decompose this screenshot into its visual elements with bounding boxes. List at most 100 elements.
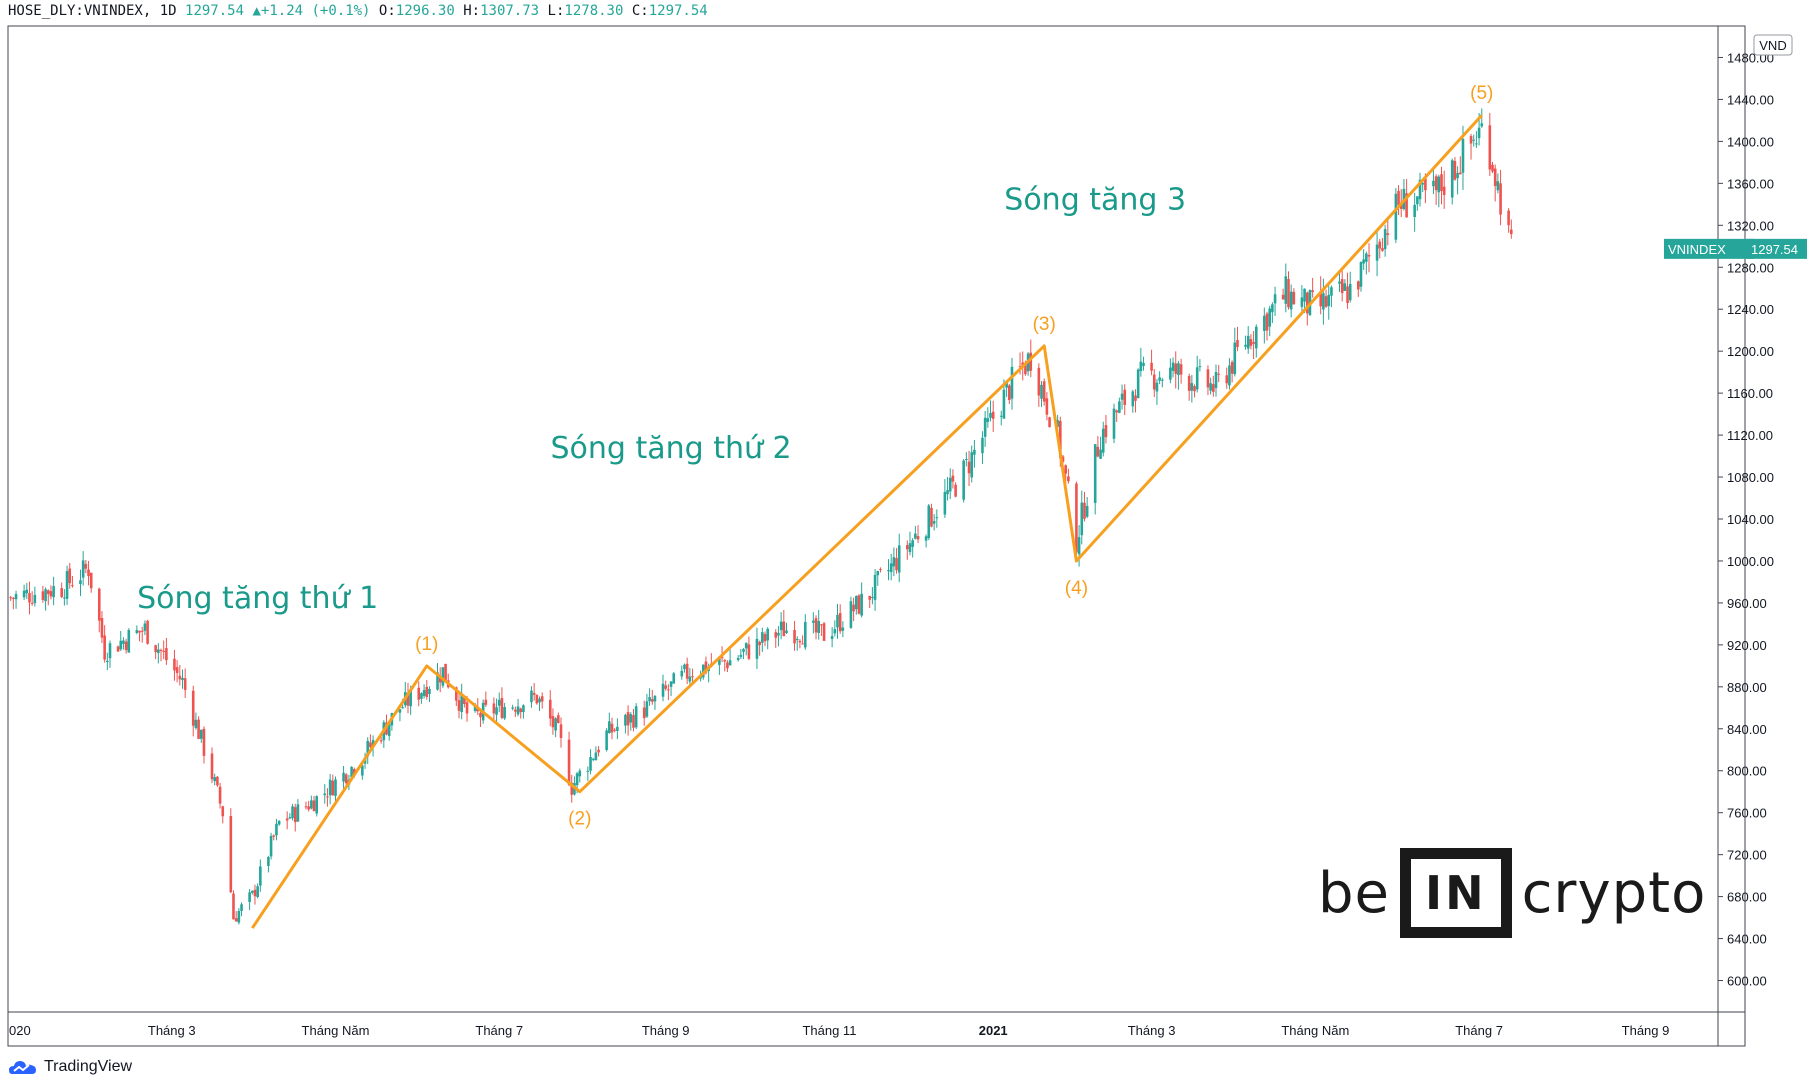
candle-body [935,517,939,519]
candle-body [854,596,858,610]
candle-body [81,560,85,578]
candle-body [683,664,686,670]
candle-body [202,728,206,756]
candle-body [736,657,740,660]
candle-body [1056,420,1059,427]
candle-body [460,693,463,713]
x-tick-label: Tháng 9 [1622,1023,1670,1038]
candle-body [782,621,786,637]
candle-body [291,806,294,819]
candle-body [857,595,861,614]
currency-badge[interactable]: VND [1753,34,1793,56]
candle-body [1037,367,1041,396]
x-tick-label: Tháng 7 [475,1023,523,1038]
tradingview-footer[interactable]: TradingView [8,1058,132,1076]
candles-group [9,108,1513,925]
candle-body [1499,183,1502,215]
y-tick-label: 1320.00 [1727,218,1774,233]
candle-body [932,521,936,524]
candle-body [1381,248,1384,251]
y-tick-label: 720.00 [1727,848,1767,863]
candle-body [889,563,893,573]
x-tick-label: Tháng 3 [1128,1023,1176,1038]
candle-body [836,614,839,628]
candle-body [1029,352,1033,371]
wave-labels: (1) (2) (3) (4) (5) [415,83,1493,830]
candle-body [575,773,579,786]
x-tick-label: Tháng Năm [1281,1023,1349,1038]
candle-body [795,638,799,641]
candle-body [973,449,976,455]
candle-body [479,712,482,718]
logo-be: be [1318,860,1390,926]
candle-body [634,706,638,728]
wave-label: (3) [1033,314,1056,335]
candle-body [1179,364,1183,375]
candle-body [876,571,880,576]
candle-body [173,658,176,671]
y-tick-label: 760.00 [1727,806,1767,821]
candle-body [1045,398,1049,415]
candle-body [688,676,692,682]
candle-body [1252,341,1255,344]
x-tick-label: Tháng 3 [148,1023,196,1038]
candle-body [1365,253,1368,262]
candle-body [465,702,469,714]
candle-body [1305,292,1309,314]
candle-body [1236,340,1239,348]
candle-body [253,889,257,897]
candle-body [417,687,421,700]
candle-body [326,796,329,798]
candle-body [718,658,721,665]
candle-body [916,536,920,540]
candle-body [1061,456,1065,462]
candle-body [1064,465,1067,474]
candle-body [1432,180,1435,187]
candle-body [981,437,984,454]
y-tick-label: 1120.00 [1727,428,1773,443]
candle-body [1472,139,1476,141]
candle-body [1198,366,1202,368]
price-change: +1.24 (+0.1%) [260,3,371,19]
candle-body [908,543,912,553]
plot-area[interactable] [7,25,1746,1047]
y-axis[interactable]: 600.00 640.00 680.00 720.00 760.00 800.00 840.… [1718,50,1774,989]
y-tick-label: 880.00 [1727,680,1767,695]
logo-in-box: IN [1400,848,1512,938]
candle-body [1048,417,1051,428]
wave-label: (5) [1470,83,1493,104]
candle-body [1397,190,1400,206]
candle-body [275,823,278,836]
candle-body [422,690,426,696]
candle-body [535,694,539,704]
candle-body [814,618,818,633]
candle-body [1378,241,1382,249]
candle-body [911,540,914,547]
candle-body [1040,384,1043,399]
candle-body [948,477,952,492]
candle-body [1152,374,1156,390]
candle-body [538,698,541,703]
candle-body [532,692,536,695]
candle-body [798,640,802,643]
x-tick-label: Tháng Năm [302,1023,370,1038]
candle-body [613,729,616,731]
candle-body [138,630,141,633]
candle-body [277,820,281,825]
tradingview-cloud-icon [9,1061,36,1074]
wave-annotation: Sóng tăng thứ 2 [550,431,791,466]
candle-body [1461,139,1465,173]
candle-body [1118,401,1121,413]
x-axis[interactable]: 020 Tháng 3 Tháng Năm Tháng 7 Tháng 9 Tháng 1… [9,1023,1669,1038]
candle-body [1338,281,1341,284]
y-tick-label: 920.00 [1727,638,1767,653]
candle-body [199,729,203,739]
candle-body [930,507,933,527]
candle-body [1322,293,1325,310]
candle-body [1120,393,1124,400]
x-tick-label: 020 [9,1023,31,1038]
candle-body [1330,287,1333,296]
candle-body [213,777,217,782]
y-tick-label: 800.00 [1727,764,1767,779]
